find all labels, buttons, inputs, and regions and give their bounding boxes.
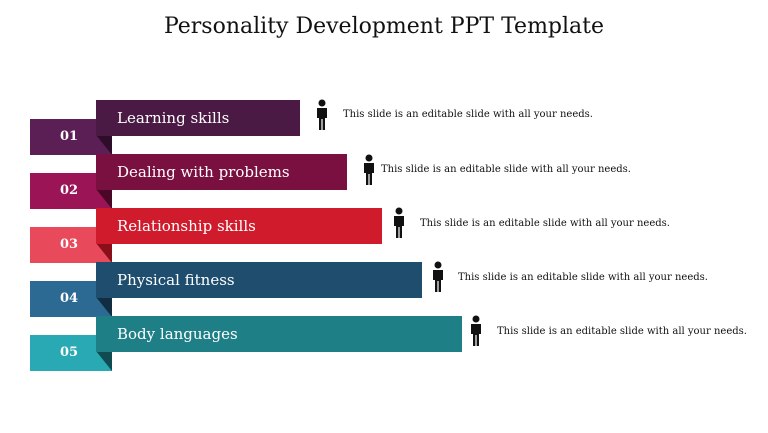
person-icon: [433, 261, 443, 292]
person-icon: [394, 207, 404, 238]
step-bar-05: Body languages: [96, 316, 462, 352]
step-description: This slide is an editable slide with all…: [497, 326, 747, 337]
step-number: 04: [60, 291, 79, 306]
step-label: Body languages: [117, 325, 238, 343]
person-icon: [317, 99, 327, 130]
step-number: 02: [60, 183, 79, 198]
fold-shadow-01: [96, 135, 112, 155]
step-number: 03: [60, 237, 79, 252]
step-label: Dealing with problems: [117, 163, 290, 181]
step-description: This slide is an editable slide with all…: [458, 272, 708, 283]
person-icon: [364, 154, 374, 185]
step-bar-02: Dealing with problems: [96, 154, 347, 190]
step-bar-04: Physical fitness: [96, 262, 422, 298]
person-icon: [471, 315, 481, 346]
fold-shadow-02: [96, 189, 112, 209]
fold-shadow-04: [96, 297, 112, 317]
step-label: Learning skills: [117, 109, 230, 127]
fold-shadow-03: [96, 243, 112, 263]
step-number: 05: [60, 345, 79, 360]
step-number: 01: [60, 129, 79, 144]
step-label: Physical fitness: [117, 271, 235, 289]
step-label: Relationship skills: [117, 217, 256, 235]
slide-title: Personality Development PPT Template: [163, 14, 605, 39]
step-description: This slide is an editable slide with all…: [343, 109, 593, 120]
step-bar-01: Learning skills: [96, 100, 300, 136]
step-bar-03: Relationship skills: [96, 208, 382, 244]
fold-shadow-05: [96, 351, 112, 371]
step-description: This slide is an editable slide with all…: [381, 164, 631, 175]
step-description: This slide is an editable slide with all…: [420, 218, 670, 229]
